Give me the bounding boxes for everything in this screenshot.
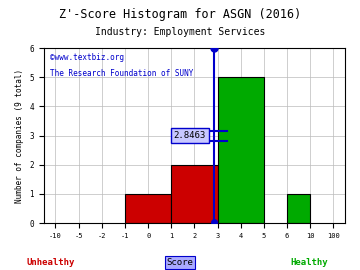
Text: The Research Foundation of SUNY: The Research Foundation of SUNY <box>50 69 193 78</box>
Bar <box>125 194 171 223</box>
Text: 2.8463: 2.8463 <box>174 131 206 140</box>
Text: Industry: Employment Services: Industry: Employment Services <box>95 27 265 37</box>
Y-axis label: Number of companies (9 total): Number of companies (9 total) <box>15 69 24 203</box>
Text: Healthy: Healthy <box>291 258 328 267</box>
Bar <box>217 77 264 223</box>
Bar <box>287 194 310 223</box>
Bar <box>171 165 217 223</box>
Text: Z'-Score Histogram for ASGN (2016): Z'-Score Histogram for ASGN (2016) <box>59 8 301 21</box>
Text: Unhealthy: Unhealthy <box>26 258 75 267</box>
Text: ©www.textbiz.org: ©www.textbiz.org <box>50 53 124 62</box>
Text: Score: Score <box>167 258 193 267</box>
